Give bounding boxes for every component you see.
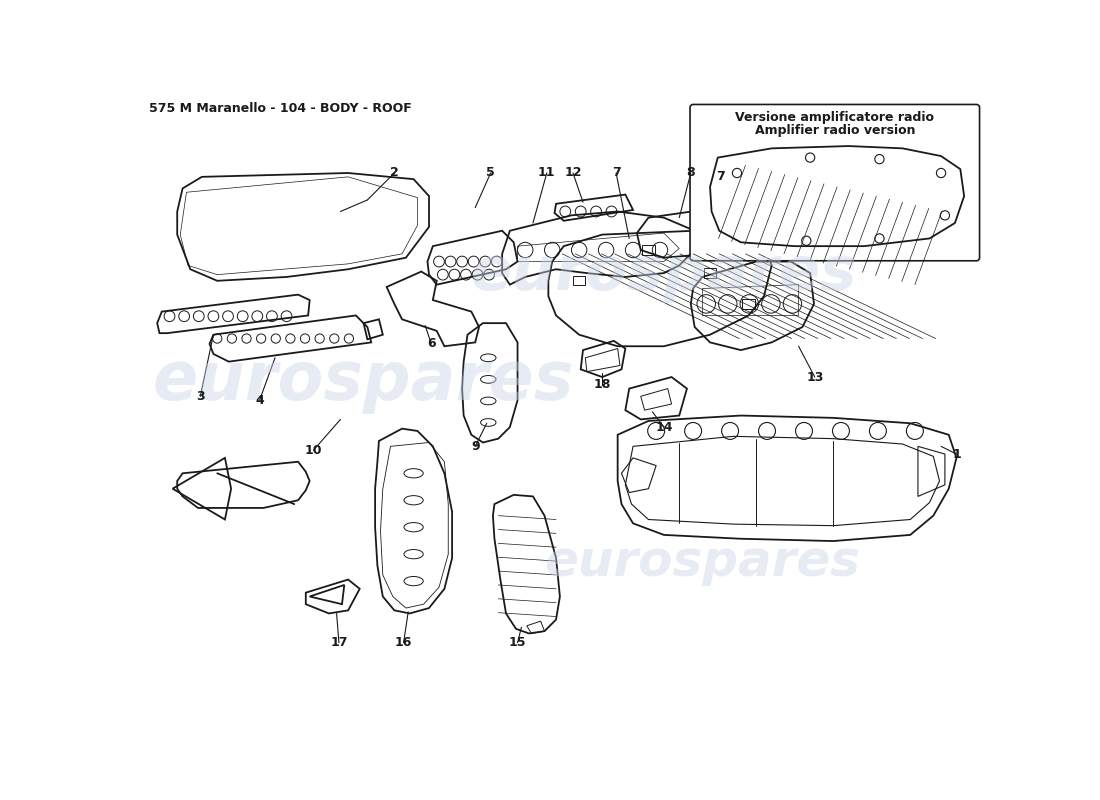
Text: 7: 7	[716, 170, 725, 183]
Text: 16: 16	[395, 636, 412, 650]
Text: 14: 14	[656, 421, 672, 434]
Text: 1: 1	[953, 447, 960, 461]
Text: 6: 6	[427, 338, 436, 350]
Text: 15: 15	[509, 636, 526, 650]
Text: 3: 3	[196, 390, 205, 403]
Text: eurospares: eurospares	[544, 538, 860, 586]
FancyBboxPatch shape	[690, 105, 980, 261]
Text: eurospares: eurospares	[153, 348, 574, 414]
Text: 13: 13	[806, 370, 824, 383]
Text: eurospares: eurospares	[471, 243, 857, 302]
Text: 17: 17	[330, 636, 348, 650]
Text: 18: 18	[594, 378, 610, 391]
Text: 7: 7	[612, 166, 620, 179]
Text: 10: 10	[305, 444, 322, 457]
Text: 575 M Maranello - 104 - BODY - ROOF: 575 M Maranello - 104 - BODY - ROOF	[150, 102, 412, 115]
Text: Versione amplificatore radio: Versione amplificatore radio	[735, 111, 934, 124]
Text: 9: 9	[471, 440, 480, 453]
Text: 11: 11	[538, 166, 556, 179]
Text: 12: 12	[564, 166, 582, 179]
Text: 4: 4	[255, 394, 264, 406]
Text: 2: 2	[390, 166, 398, 179]
Text: 8: 8	[686, 166, 695, 179]
Text: Amplifier radio version: Amplifier radio version	[755, 125, 915, 138]
Text: 5: 5	[486, 166, 495, 179]
